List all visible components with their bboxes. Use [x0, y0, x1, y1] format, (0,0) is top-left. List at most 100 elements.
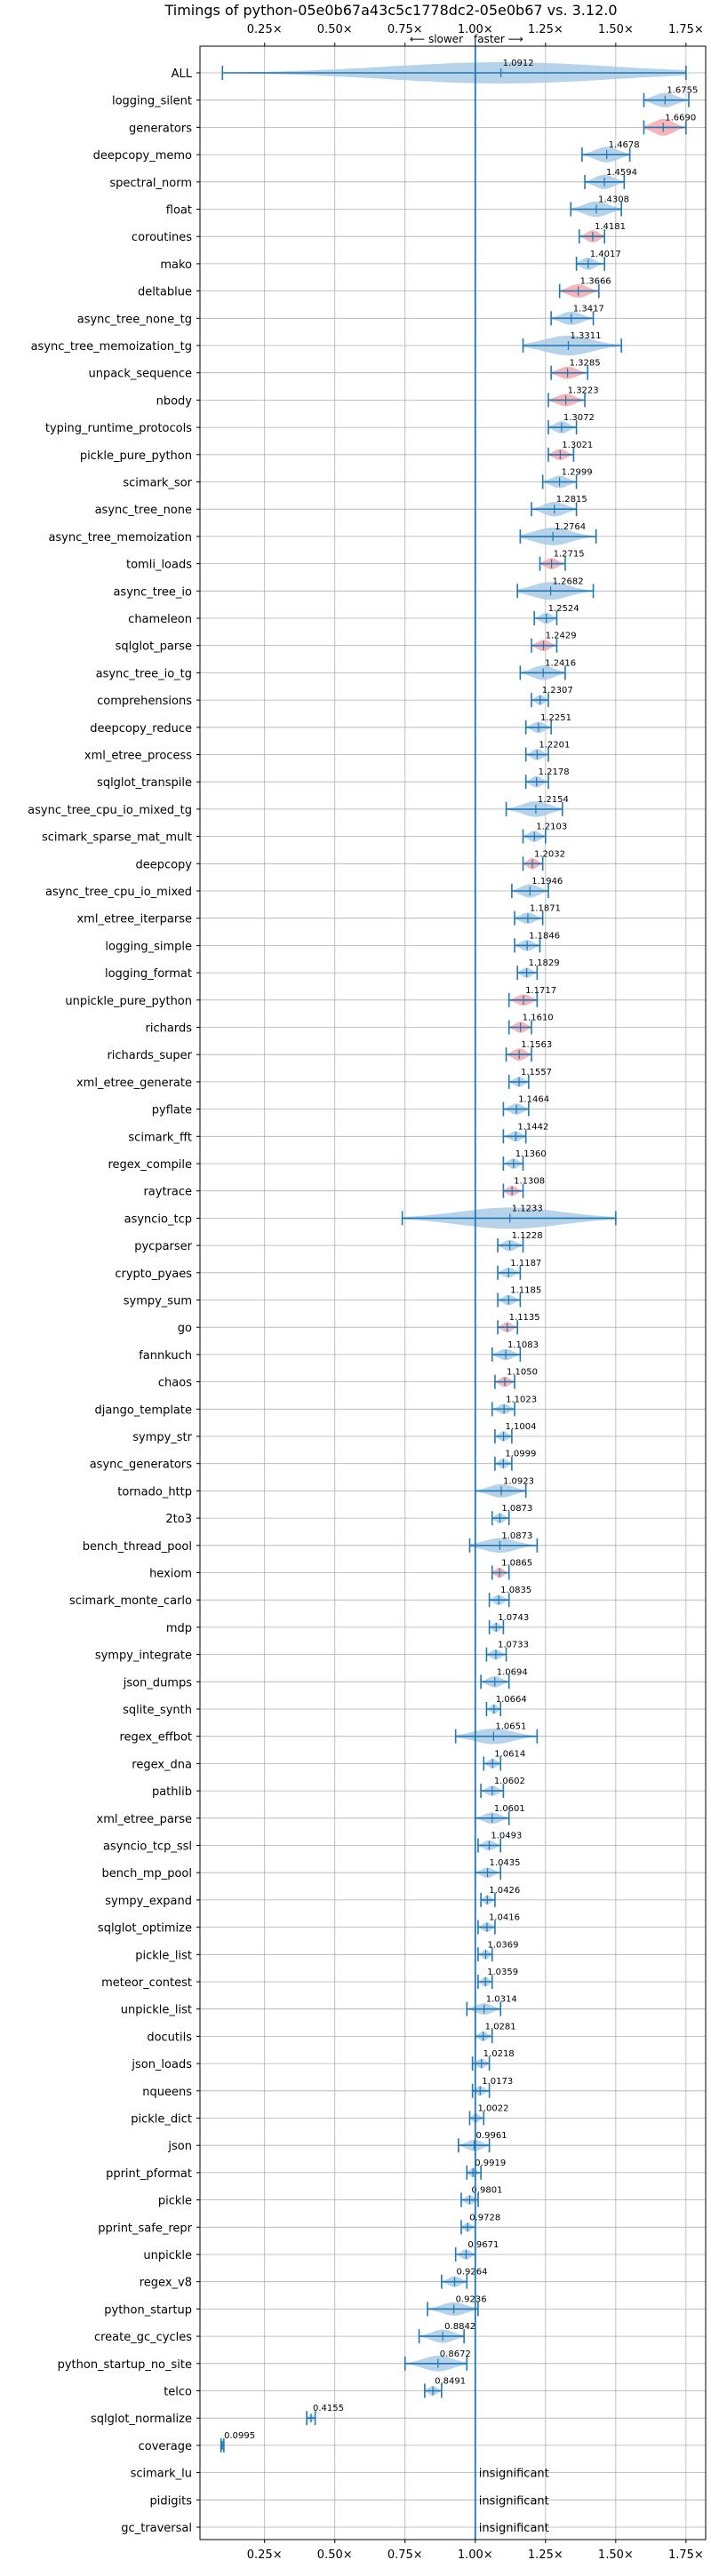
value-label: 1.0602 — [494, 1777, 525, 1786]
value-label: 1.3417 — [573, 304, 604, 314]
value-label: 1.1004 — [506, 1422, 537, 1432]
benchmark-label: logging_format — [105, 967, 192, 981]
value-label: 1.0281 — [485, 2022, 516, 2031]
benchmark-label: nqueens — [142, 2086, 192, 2099]
benchmark-label: unpack_sequence — [88, 368, 192, 381]
benchmark-label: nbody — [156, 394, 193, 408]
benchmark-label: sqlglot_parse — [116, 640, 192, 654]
benchmark-label: regex_dna — [132, 1758, 192, 1771]
x-tick-label-top: 0.75× — [387, 23, 423, 36]
benchmark-label: async_tree_io — [113, 585, 192, 599]
slower-direction-label: ⟵ slower — [410, 33, 463, 45]
value-label: 1.6690 — [665, 113, 696, 123]
benchmark-label: sympy_str — [132, 1431, 192, 1444]
value-label: 0.9264 — [457, 2268, 488, 2278]
value-label: 1.4678 — [609, 140, 640, 150]
benchmark-label: asyncio_tcp_ssl — [103, 1841, 192, 1854]
benchmark-label: typing_runtime_protocols — [45, 422, 192, 435]
value-label: 1.0743 — [498, 1613, 529, 1623]
x-tick-label-top: 1.00× — [458, 23, 493, 36]
benchmark-label: hexiom — [149, 1568, 192, 1581]
benchmark-label: xml_etree_process — [84, 750, 192, 763]
value-label: 0.8842 — [444, 2322, 475, 2332]
value-label: 1.0694 — [497, 1667, 528, 1677]
benchmark-label: ALL — [172, 68, 193, 81]
benchmark-label: create_gc_cycles — [94, 2331, 192, 2344]
value-label: 1.2178 — [539, 767, 570, 777]
x-tick-label-bottom: 0.75× — [387, 2548, 423, 2562]
benchmark-label: pathlib — [152, 1785, 192, 1799]
value-label: 1.0835 — [500, 1586, 531, 1595]
x-tick-label-bottom: 1.25× — [528, 2548, 563, 2562]
value-label: 0.8491 — [435, 2377, 466, 2387]
benchmark-label: regex_compile — [108, 1158, 192, 1172]
value-label: 1.2103 — [536, 823, 567, 832]
value-label: 1.0923 — [503, 1476, 534, 1486]
value-label: 1.6755 — [667, 86, 698, 96]
benchmark-label: logging_silent — [112, 95, 192, 108]
value-label: 1.0173 — [482, 2077, 513, 2087]
benchmark-label: sqlglot_normalize — [91, 2413, 192, 2426]
value-label: 1.2815 — [556, 495, 587, 505]
benchmark-label: pyflate — [152, 1104, 192, 1117]
value-label: 1.1135 — [509, 1313, 540, 1323]
benchmark-label: scimark_lu — [131, 2468, 192, 2481]
benchmark-label: gc_traversal — [121, 2522, 192, 2535]
value-label: 1.2154 — [538, 795, 569, 805]
x-tick-label-bottom: 1.75× — [668, 2548, 704, 2562]
value-label: 1.4308 — [598, 195, 629, 205]
benchmark-label: async_tree_none — [95, 504, 192, 517]
x-tick-label-top: 1.50× — [598, 23, 634, 36]
value-label: 1.1233 — [512, 1204, 543, 1213]
value-label: 0.9919 — [475, 2159, 506, 2168]
value-label: 1.2715 — [554, 550, 585, 560]
benchmark-label: sqlglot_optimize — [98, 1922, 192, 1936]
benchmark-label: chameleon — [128, 613, 192, 626]
value-label: 1.2682 — [553, 576, 584, 586]
value-label: 0.9801 — [471, 2186, 502, 2196]
benchmark-label: xml_etree_parse — [97, 1813, 192, 1826]
x-tick-label-bottom: 0.25× — [247, 2548, 283, 2562]
value-label: 1.0664 — [496, 1695, 527, 1705]
benchmark-label: sqlite_synth — [123, 1704, 192, 1717]
benchmark-label: meteor_contest — [101, 1976, 192, 1990]
benchmark-label: pprint_safe_repr — [98, 2222, 192, 2235]
benchmark-label: logging_simple — [105, 940, 192, 953]
benchmark-label: pprint_pformat — [106, 2167, 192, 2181]
benchmark-label: deepcopy — [135, 858, 192, 871]
value-label: 1.2524 — [548, 604, 579, 614]
benchmark-label: pickle_dict — [131, 2113, 192, 2127]
benchmark-label: scimark_sor — [123, 477, 192, 490]
benchmark-label: async_tree_memoization — [48, 531, 192, 545]
value-label: 1.0426 — [489, 1886, 520, 1896]
benchmark-label: sympy_sum — [124, 1295, 192, 1308]
value-label: 0.9671 — [467, 2240, 499, 2250]
value-label: 1.0865 — [501, 1559, 532, 1569]
benchmark-label: 2to3 — [165, 1513, 192, 1526]
benchmark-label: asyncio_tcp — [124, 1212, 192, 1226]
value-label: 1.4181 — [595, 222, 626, 232]
value-label: 1.2307 — [542, 686, 573, 696]
insignificant-label: insignificant — [479, 2468, 549, 2481]
value-label: 1.3223 — [568, 386, 599, 395]
benchmark-label: json_dumps — [123, 1676, 192, 1690]
value-label: 0.8672 — [440, 2349, 471, 2359]
value-label: 1.0912 — [503, 59, 534, 68]
benchmark-label: async_tree_cpu_io_mixed_tg — [28, 804, 192, 817]
insignificant-label: insignificant — [479, 2494, 549, 2508]
benchmark-label: generators — [129, 122, 192, 135]
benchmark-label: unpickle_list — [121, 2004, 192, 2017]
value-label: 1.0416 — [489, 1913, 520, 1923]
benchmark-label: mako — [160, 258, 192, 272]
value-label: 1.1946 — [531, 877, 563, 886]
benchmark-label: telco — [164, 2386, 192, 2399]
benchmark-label: xml_etree_generate — [76, 1077, 192, 1090]
benchmark-label: float — [166, 204, 192, 218]
value-label: 1.0614 — [494, 1749, 525, 1759]
benchmark-label: raytrace — [143, 1186, 192, 1199]
benchmark-label: json — [167, 2140, 192, 2153]
benchmark-label: tomli_loads — [126, 559, 192, 572]
value-label: 1.2999 — [562, 468, 593, 478]
